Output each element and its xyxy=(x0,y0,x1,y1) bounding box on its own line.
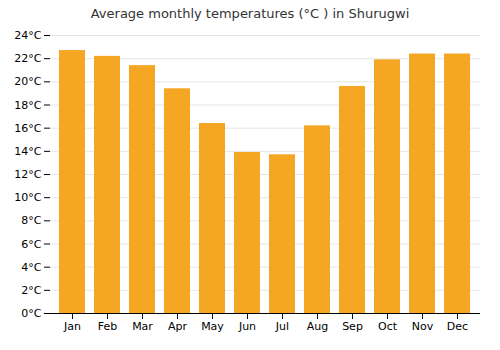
svg-text:Feb: Feb xyxy=(98,320,117,333)
svg-text:Jul: Jul xyxy=(275,320,289,333)
svg-text:22°C: 22°C xyxy=(14,52,41,65)
svg-text:10°C: 10°C xyxy=(14,191,41,204)
svg-text:Jan: Jan xyxy=(63,320,81,333)
svg-text:18°C: 18°C xyxy=(14,99,41,112)
svg-text:20°C: 20°C xyxy=(14,75,41,88)
svg-text:14°C: 14°C xyxy=(14,145,41,158)
svg-text:Aug: Aug xyxy=(307,320,328,333)
svg-text:Oct: Oct xyxy=(378,320,398,333)
svg-text:Jun: Jun xyxy=(238,320,256,333)
svg-text:Mar: Mar xyxy=(132,320,153,333)
svg-text:4°C: 4°C xyxy=(21,261,41,274)
html-text:Average monthly temperatures (: Average monthly temperatures (°C ) in Sh… xyxy=(90,6,410,21)
svg-text:24°C: 24°C xyxy=(14,29,41,42)
svg-text:Sep: Sep xyxy=(342,320,363,333)
svg-text:Apr: Apr xyxy=(168,320,188,333)
svg-text:2°C: 2°C xyxy=(21,284,41,297)
svg-text:Nov: Nov xyxy=(412,320,434,333)
svg-text:May: May xyxy=(201,320,224,333)
svg-text:6°C: 6°C xyxy=(21,238,41,251)
svg-text:Dec: Dec xyxy=(447,320,468,333)
svg-text:12°C: 12°C xyxy=(14,168,41,181)
svg-text:8°C: 8°C xyxy=(21,214,41,227)
svg-text:16°C: 16°C xyxy=(14,122,41,135)
svg-text:0°C: 0°C xyxy=(21,307,41,320)
